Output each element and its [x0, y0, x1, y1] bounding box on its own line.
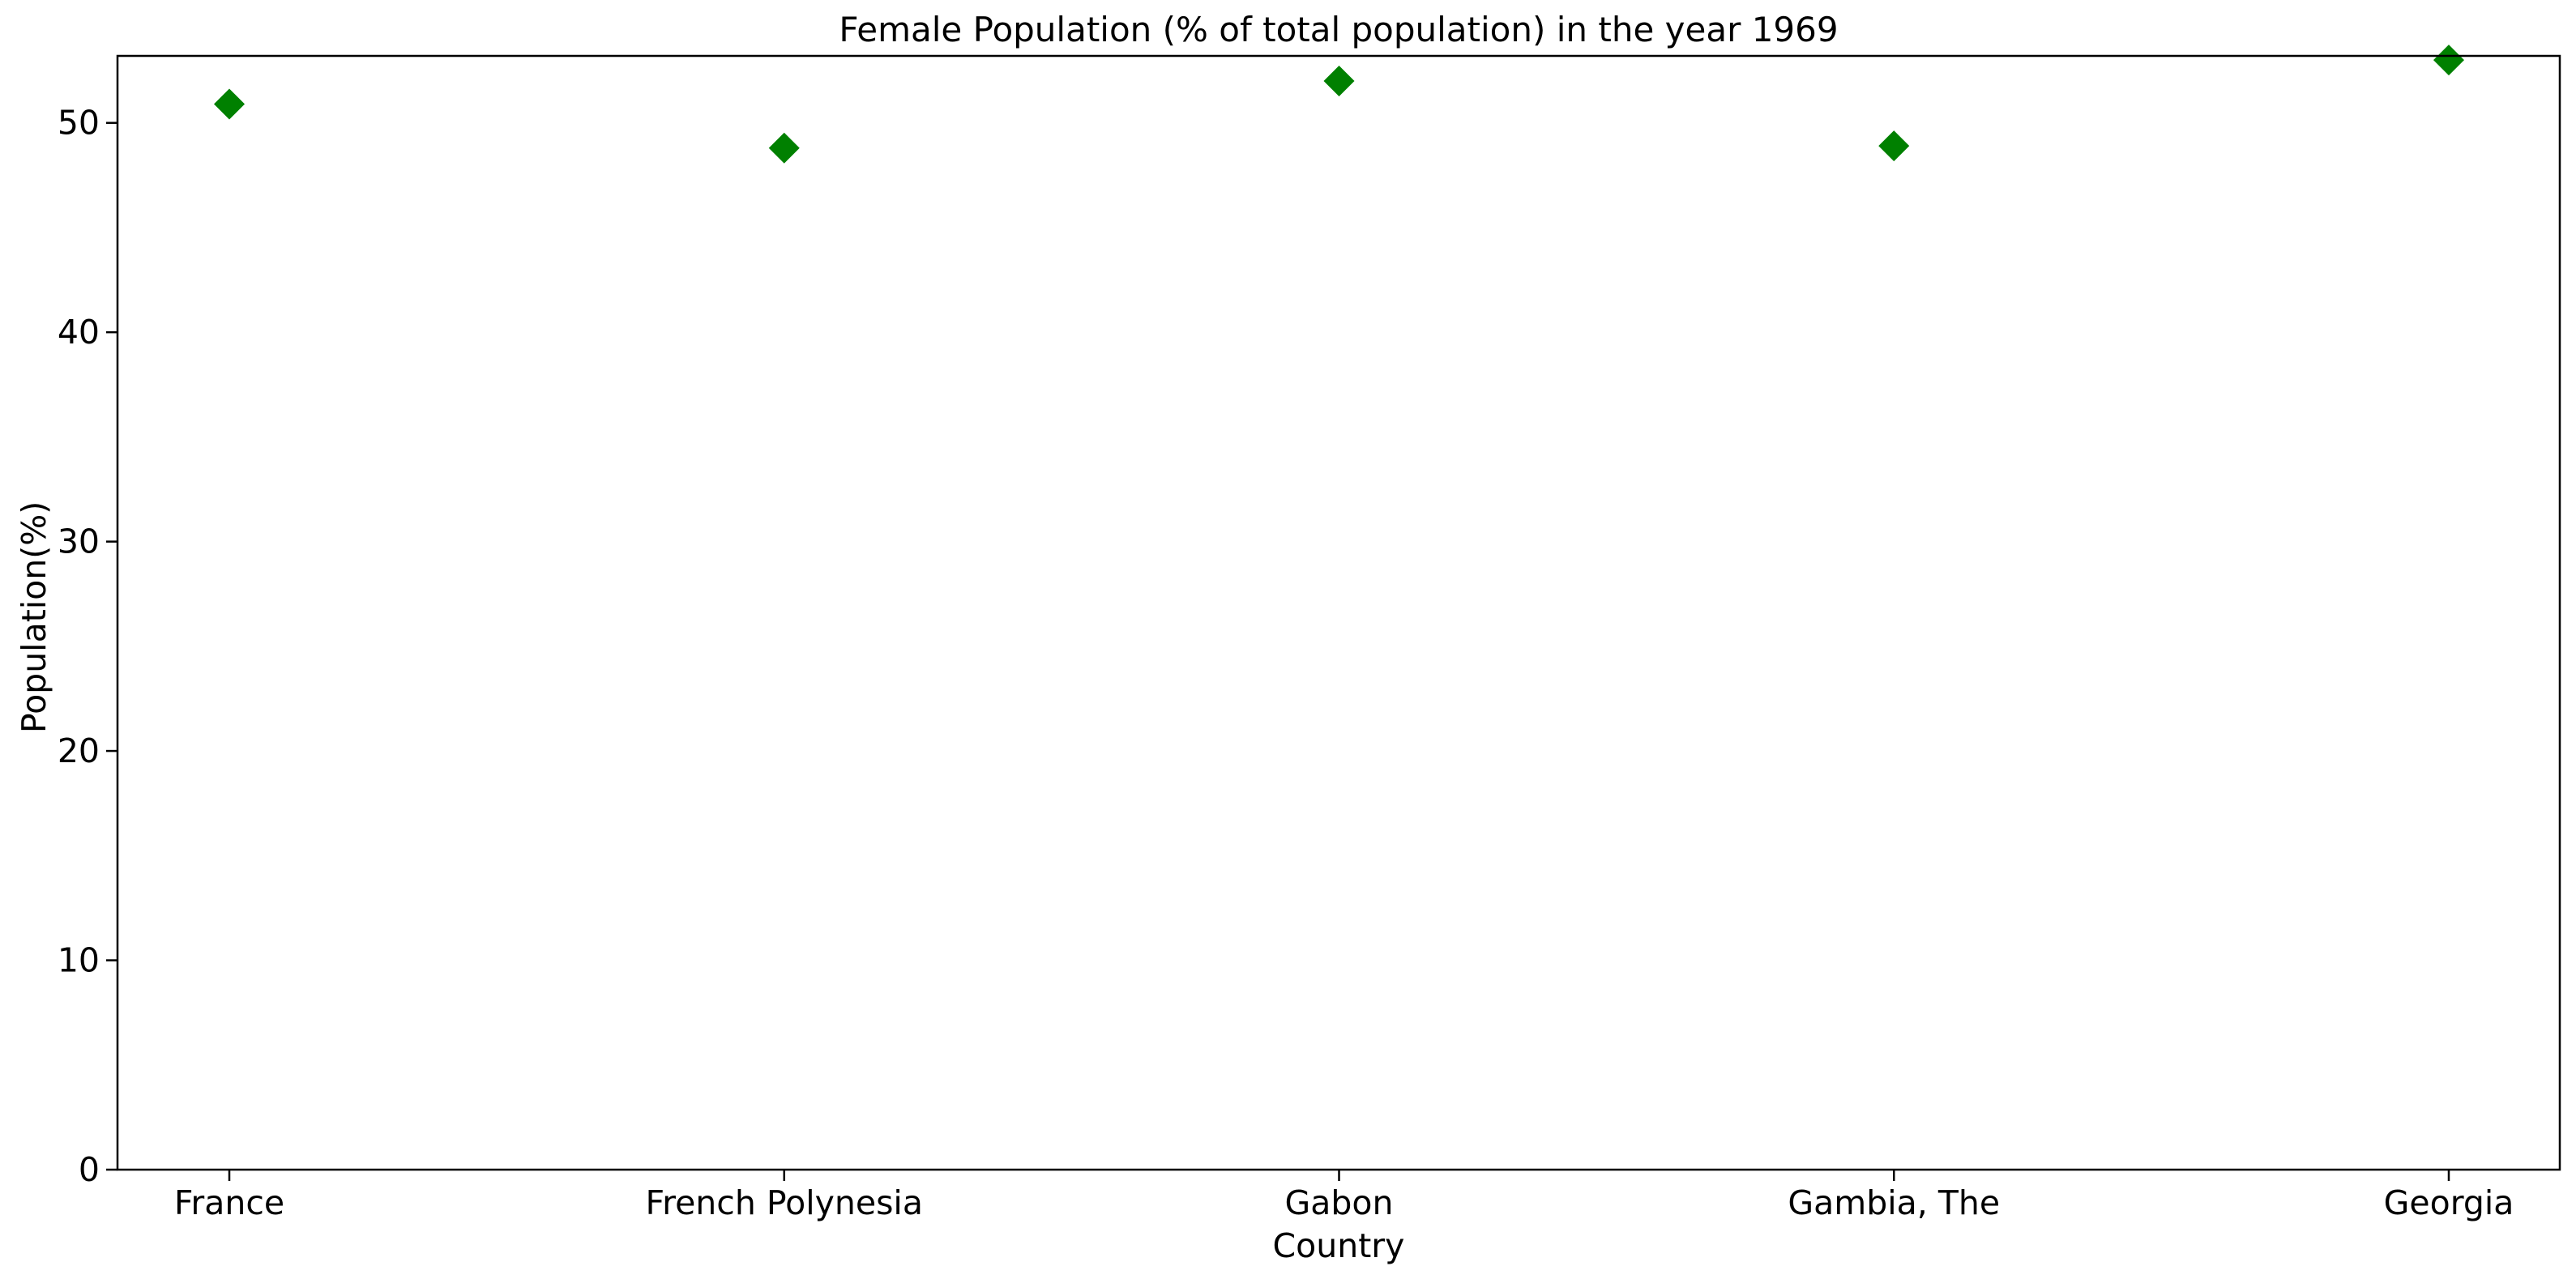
- y-axis-label: Population(%): [15, 501, 53, 733]
- data-point-gambia-the: [1878, 130, 1910, 162]
- x-axis-label: Country: [1273, 1226, 1405, 1265]
- x-tick-label: France: [174, 1183, 284, 1222]
- y-tick-label: 30: [58, 522, 100, 561]
- y-tick-label: 10: [58, 941, 100, 980]
- y-tick-label: 40: [58, 313, 100, 352]
- x-tick-label: French Polynesia: [646, 1183, 923, 1222]
- data-point-gabon: [1323, 66, 1355, 97]
- x-tick-label: Gabon: [1285, 1183, 1394, 1222]
- data-point-france: [214, 88, 245, 120]
- plot-area: 0 10 20 30 40 50 France French Polynesia Gabon Ga…: [58, 45, 2514, 1222]
- data-point-french-polynesia: [768, 132, 800, 164]
- x-tick-label: Gambia, The: [1788, 1183, 2000, 1222]
- y-tick-label: 20: [58, 731, 100, 770]
- y-tick-label: 50: [58, 104, 100, 143]
- chart-title: Female Population (% of total population…: [839, 10, 1838, 49]
- data-point-georgia: [2433, 45, 2464, 76]
- plot-frame: [116, 54, 2561, 1171]
- x-tick-label: Georgia: [2384, 1183, 2514, 1222]
- y-tick-label: 0: [79, 1150, 100, 1189]
